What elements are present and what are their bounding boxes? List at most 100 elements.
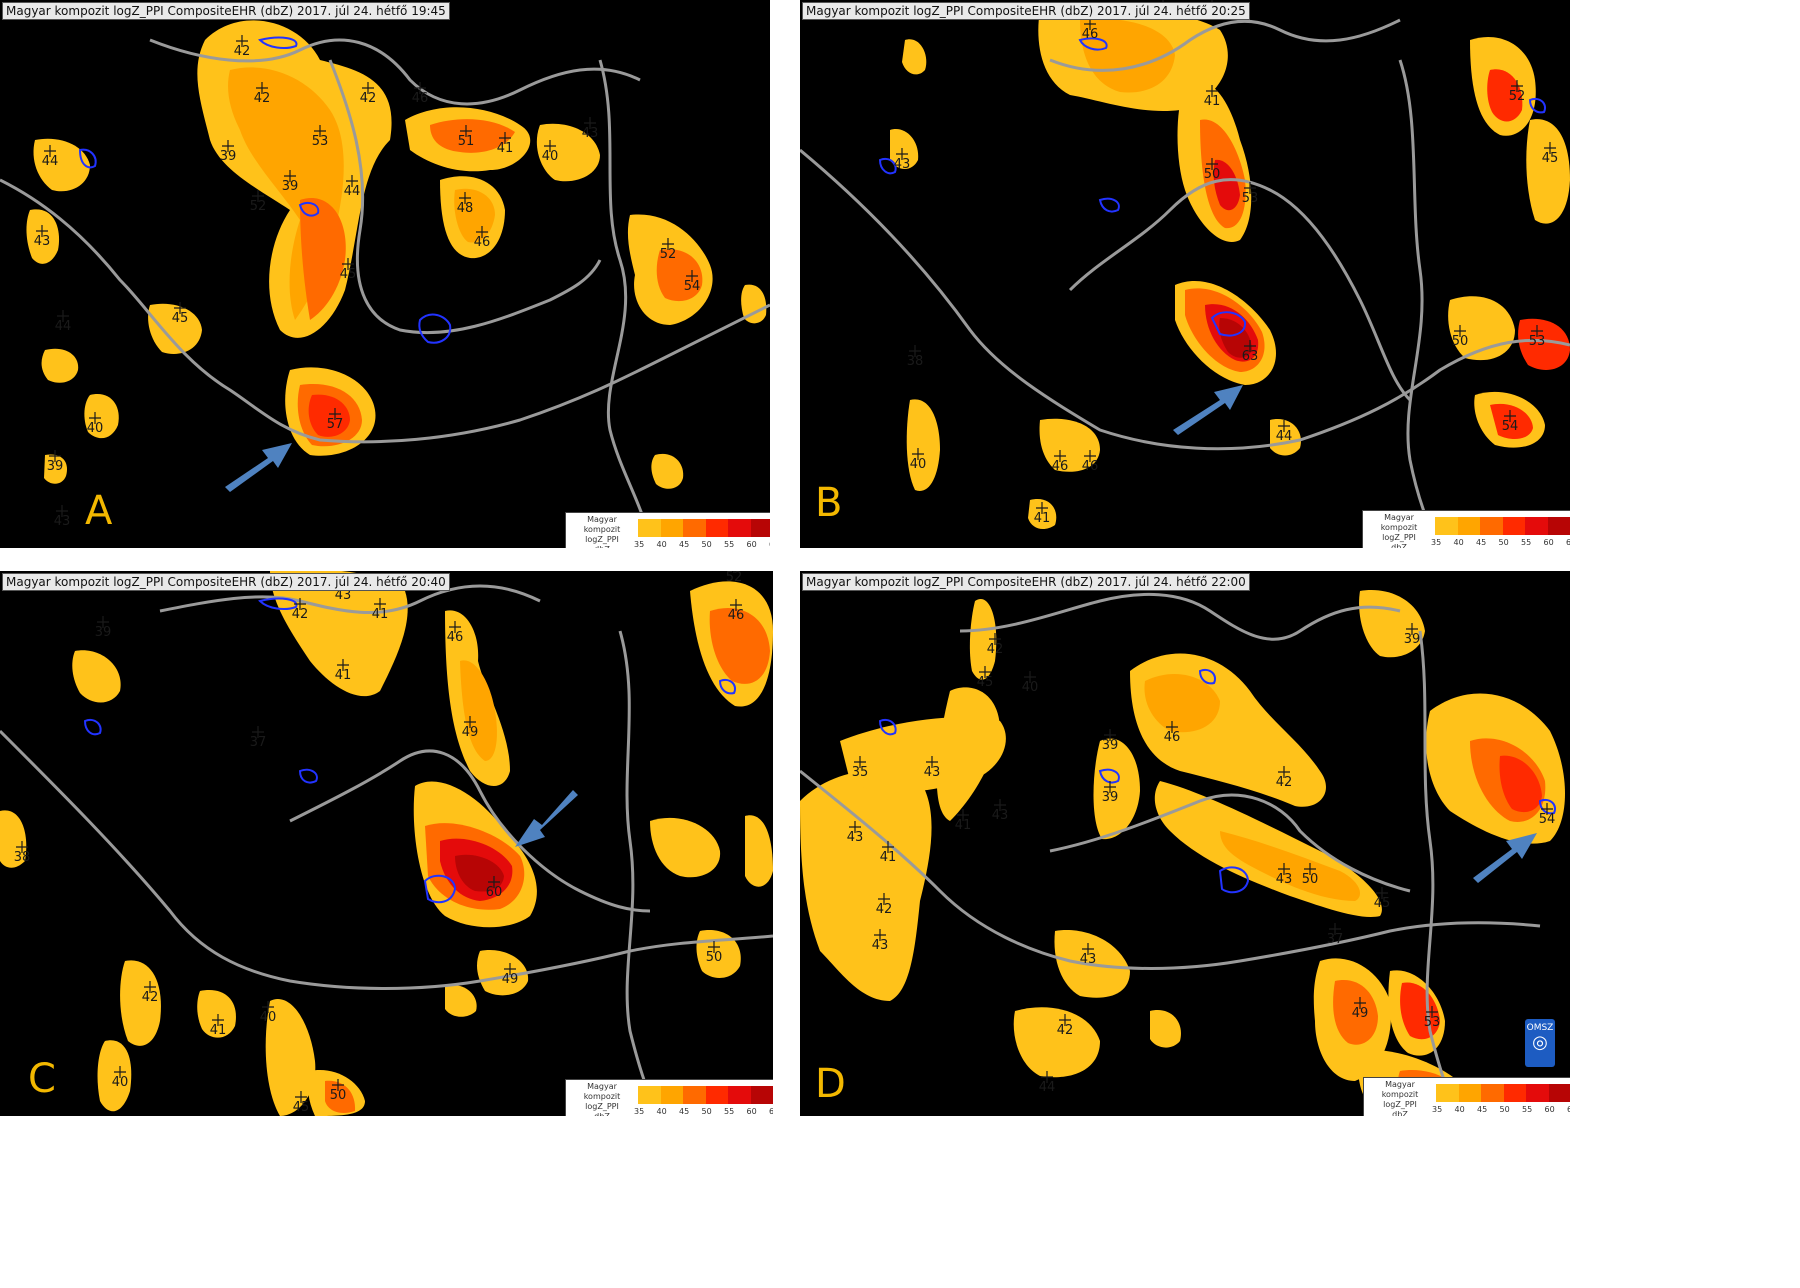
legend-title-line: logZ_PPI [1382, 533, 1416, 542]
max-point-cross-icon [1278, 420, 1290, 432]
dbz-label: 39 [1404, 632, 1421, 647]
dbz-label: 37 [1327, 932, 1344, 947]
max-point-cross-icon [882, 841, 894, 853]
legend-title-line: Magyar kompozit [583, 1082, 621, 1101]
dbz-label: 43 [924, 765, 941, 780]
max-point-cross-icon [314, 125, 326, 137]
max-point-cross-icon [97, 616, 109, 628]
lake-outline [83, 719, 102, 736]
lake-outline [418, 313, 452, 344]
echo-cell-35dbz [741, 284, 767, 324]
dbz-label: 42 [876, 902, 893, 917]
legend-swatch [1526, 1084, 1549, 1102]
max-point-cross-icon [114, 1066, 126, 1078]
legend-tick: 65 [769, 1107, 773, 1116]
legend-tick: 60 [1544, 1105, 1555, 1114]
dbz-label: 42 [987, 642, 1004, 657]
legend-title-line: dbZ [1392, 1110, 1408, 1116]
echo-cells [890, 6, 1570, 530]
echo-cell-35dbz [33, 138, 90, 192]
max-point-cross-icon [362, 82, 374, 94]
legend-tick: 55 [1522, 1105, 1533, 1114]
max-point-cross-icon [488, 876, 500, 888]
lake-outline [718, 679, 736, 695]
echo-cells [26, 20, 767, 489]
dbz-label: 39 [47, 459, 64, 474]
max-point-cross-icon [460, 125, 472, 137]
legend-tick: 55 [724, 1107, 735, 1116]
max-point-cross-icon [926, 756, 938, 768]
max-point-cross-icon [346, 175, 358, 187]
legend-tick: 45 [679, 540, 690, 548]
legend-title-line: logZ_PPI [585, 1102, 619, 1111]
country-border [1418, 630, 1462, 1116]
legend-title-line: dbZ [568, 545, 636, 548]
legend-swatch [1502, 517, 1526, 535]
max-point-cross-icon [374, 598, 386, 610]
water-bodies [878, 37, 1546, 337]
dbz-label: 45 [340, 267, 357, 282]
legend-swatch [1480, 517, 1503, 535]
echo-cell-35dbz [1359, 590, 1425, 658]
lake-outline [1098, 768, 1120, 784]
lake-outline [1218, 866, 1250, 894]
max-point-cross-icon [459, 192, 471, 204]
dbz-label: 52 [250, 199, 267, 214]
max-point-cross-icon [1206, 158, 1218, 170]
panel-header: Magyar kompozit logZ_PPI CompositeEHR (d… [2, 573, 450, 591]
max-point-cross-icon [44, 145, 56, 157]
legend-tick: 60 [1543, 538, 1554, 547]
max-point-cross-icon [874, 929, 886, 941]
legend-title-line: Magyar kompozit [1380, 513, 1418, 532]
dbz-label: 45 [1374, 896, 1391, 911]
country-border [328, 59, 602, 335]
echo-cell-35dbz [84, 394, 119, 439]
dbz-label: 45 [977, 675, 994, 690]
dbz-label: 45 [293, 1100, 310, 1115]
dbz-label: 49 [502, 972, 519, 987]
legend-title-line: dbZ [568, 1112, 636, 1116]
dbz-label: 41 [1204, 94, 1221, 109]
echo-cell-35dbz [1270, 419, 1301, 456]
legend-tick: 35 [634, 1107, 645, 1116]
max-point-cross-icon [730, 599, 742, 611]
radar-map-b: 46534543524150534538465063535444464041 [800, 0, 1570, 548]
dbz-label: 53 [312, 134, 329, 149]
echo-cell-35dbz [41, 348, 79, 383]
echo-cell-35dbz [97, 1040, 132, 1112]
country-border [1068, 178, 1412, 402]
dbz-label: 46 [474, 235, 491, 250]
max-point-cross-icon [212, 1014, 224, 1026]
echo-cell-45dbz [300, 198, 346, 320]
max-point-cross-icon [1104, 781, 1116, 793]
dbz-label: 41 [497, 141, 514, 156]
dbz-label: 50 [1204, 167, 1221, 182]
max-reflectivity-labels: 43 42 41 41 46 52 46 39 49 37 38 60 49 42 41 40 40 45 50 50 [14, 571, 744, 1115]
dbz-label: 40 [112, 1075, 129, 1090]
dbz-label: 42 [360, 91, 377, 106]
dbz-label: 63 [1242, 349, 1259, 364]
legend-swatch [728, 1086, 751, 1104]
echo-cell-35dbz [1039, 418, 1100, 472]
legend-swatch [1436, 1084, 1459, 1102]
pointer-arrow [515, 790, 578, 847]
dbz-label: 35 [852, 765, 869, 780]
legend-tick: 60 [746, 540, 757, 548]
echo-cell-45dbz [656, 249, 703, 302]
max-point-cross-icon [294, 598, 306, 610]
dbz-label: 43 [582, 126, 599, 141]
legend-tick: 45 [1477, 1105, 1488, 1114]
max-point-cross-icon [499, 132, 511, 144]
max-point-cross-icon [1082, 943, 1094, 955]
legend-swatch [705, 1086, 729, 1104]
dbz-label: 41 [372, 607, 389, 622]
max-point-cross-icon [854, 756, 866, 768]
max-point-cross-icon [1244, 182, 1256, 194]
dbz-label: 42 [142, 990, 159, 1005]
legend-tick: 65 [1566, 538, 1570, 547]
max-point-cross-icon [1059, 1014, 1071, 1026]
dbz-label: 45 [1542, 151, 1559, 166]
dbz-label: 39 [95, 625, 112, 640]
dbz-label: 50 [1452, 334, 1469, 349]
